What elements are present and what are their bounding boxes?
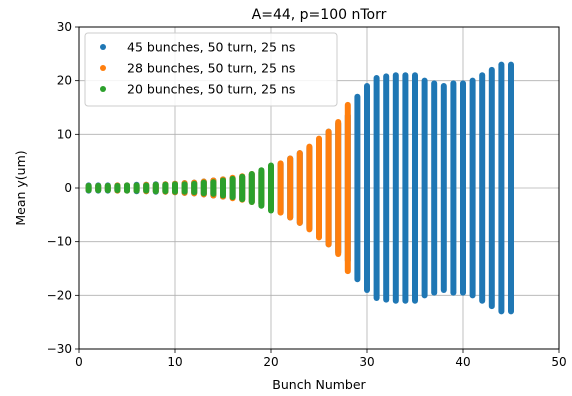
legend-label: 45 bunches, 50 turn, 25 ns <box>127 40 295 55</box>
series-3 <box>85 162 274 214</box>
legend-marker <box>100 86 106 92</box>
x-tick-label: 20 <box>263 355 278 369</box>
legend-label: 28 bunches, 50 turn, 25 ns <box>127 61 295 76</box>
x-tick-label: 50 <box>551 355 566 369</box>
legend-marker <box>100 65 106 71</box>
y-axis-ticks: −30 −20 −10 0 10 20 30 <box>47 20 79 356</box>
x-axis-label: Bunch Number <box>272 377 366 392</box>
legend: 45 bunches, 50 turn, 25 ns 28 bunches, 50… <box>84 32 338 107</box>
y-tick-label: −10 <box>47 235 72 249</box>
x-tick-label: 0 <box>75 355 83 369</box>
y-tick-label: 10 <box>57 127 72 141</box>
y-tick-label: −30 <box>47 342 72 356</box>
chart-title: A=44, p=100 nTorr <box>252 7 387 23</box>
x-tick-label: 10 <box>167 355 182 369</box>
data-marks <box>85 61 514 315</box>
legend-box <box>84 32 338 107</box>
y-tick-label: 30 <box>57 20 72 34</box>
y-axis-label: Mean y(um) <box>13 150 28 225</box>
x-tick-label: 30 <box>359 355 374 369</box>
y-tick-label: 0 <box>64 181 72 195</box>
y-tick-label: −20 <box>47 288 72 302</box>
y-tick-label: 20 <box>57 74 72 88</box>
legend-label: 20 bunches, 50 turn, 25 ns <box>127 82 295 97</box>
x-tick-label: 40 <box>455 355 470 369</box>
x-axis-ticks: 0 10 20 30 40 50 <box>75 349 567 369</box>
legend-marker <box>100 44 106 50</box>
